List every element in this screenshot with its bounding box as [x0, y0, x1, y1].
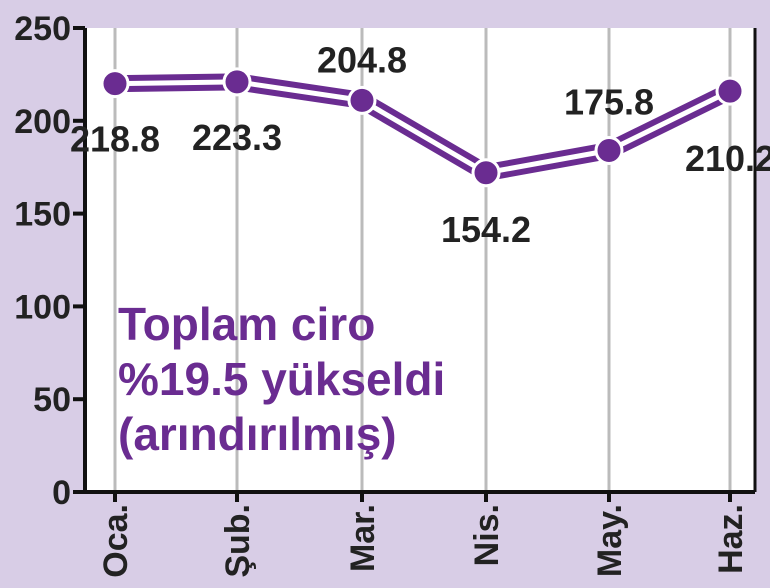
annotation-line-3: (arındırılmış) — [118, 408, 397, 460]
data-labels: 218.8 223.3 204.8 154.2 175.8 210.2 — [70, 39, 770, 249]
plot-area — [85, 28, 755, 492]
data-label-4: 175.8 — [564, 81, 654, 122]
annotation-line-1: Toplam ciro — [118, 298, 375, 350]
data-label-1: 223.3 — [192, 117, 282, 158]
x-tick-label-4: May. — [591, 504, 629, 577]
x-tick-label-2: Mar. — [344, 504, 382, 572]
y-tick-label-150: 150 — [14, 196, 71, 234]
data-label-5: 210.2 — [685, 138, 770, 179]
y-tick-label-0: 0 — [52, 474, 71, 512]
data-point-4 — [594, 135, 624, 165]
data-point-3 — [471, 158, 501, 188]
y-tick-label-50: 50 — [33, 381, 71, 419]
x-tick-label-3: Nis. — [468, 504, 506, 566]
x-tick-label-1: Şub. — [219, 504, 257, 578]
y-tick-label-200: 200 — [14, 103, 71, 141]
data-label-0: 218.8 — [70, 119, 160, 160]
annotation-line-2: %19.5 yükseldi — [118, 353, 445, 405]
annotation: Toplam ciro %19.5 yükseldi (arındırılmış… — [118, 298, 458, 460]
series-group — [100, 67, 745, 188]
y-tick-label-100: 100 — [14, 288, 71, 326]
y-tick-label-250: 250 — [14, 10, 71, 48]
x-tick-label-5: Haz. — [712, 504, 750, 574]
data-point-5 — [715, 76, 745, 106]
x-tick-label-0: Oca. — [97, 504, 135, 578]
data-point-2 — [347, 85, 377, 115]
data-point-1 — [222, 67, 252, 97]
data-label-3: 154.2 — [441, 209, 531, 250]
x-tick-labels: Oca. Şub. Mar. Nis. May. Haz. — [97, 492, 750, 578]
y-tick-labels: 0 50 100 150 200 250 — [14, 10, 85, 512]
series-line-highlight — [112, 79, 733, 176]
data-label-2: 204.8 — [317, 39, 407, 80]
data-point-0 — [100, 69, 130, 99]
axes — [73, 28, 757, 494]
